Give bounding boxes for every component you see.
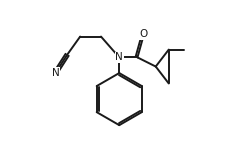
Text: N: N — [115, 52, 123, 62]
Text: O: O — [140, 29, 148, 39]
Text: N: N — [51, 68, 59, 78]
